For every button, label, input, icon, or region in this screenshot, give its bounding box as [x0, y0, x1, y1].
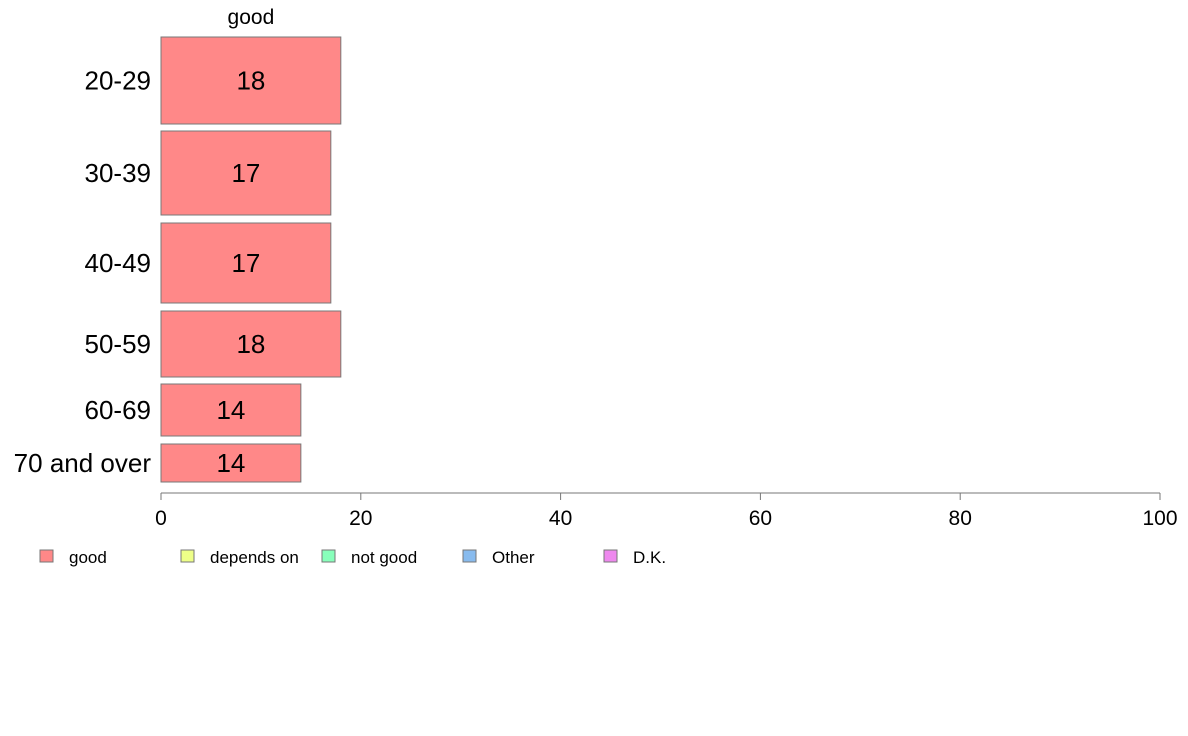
value-label-5: 14: [216, 448, 245, 478]
legend-label-0: good: [69, 548, 107, 567]
category-label-1: 30-39: [85, 158, 152, 188]
legend-label-4: D.K.: [633, 548, 666, 567]
bar-good-0: [160, 36, 342, 125]
bar-good-2: [160, 222, 332, 304]
category-label-5: 70 and over: [14, 448, 152, 478]
x-tick-label-3: 60: [749, 507, 772, 530]
legend-swatch-3: [462, 549, 477, 563]
bar-good-5: [160, 443, 302, 483]
bar-good-1: [160, 130, 332, 216]
legend-swatch-4: [603, 549, 618, 563]
value-label-3: 18: [236, 329, 265, 359]
legend-swatch-0: [39, 549, 54, 563]
legend-swatch-1: [180, 549, 195, 563]
x-tick-label-5: 100: [1142, 507, 1177, 530]
value-label-1: 17: [231, 158, 260, 188]
legend: good depends on not good Other D.K.: [39, 548, 666, 567]
category-label-4: 60-69: [85, 395, 152, 425]
x-tick-label-4: 80: [949, 507, 972, 530]
bar-good-3: [160, 310, 342, 378]
value-labels: 18 17 17 18 14 14: [216, 66, 265, 479]
value-label-2: 17: [231, 248, 260, 278]
x-tick-label-0: 0: [155, 507, 167, 530]
legend-swatch-2: [321, 549, 336, 563]
x-tick-label-2: 40: [549, 507, 572, 530]
category-label-0: 20-29: [85, 66, 152, 96]
category-label-3: 50-59: [85, 329, 152, 359]
legend-label-3: Other: [492, 548, 535, 567]
category-label-2: 40-49: [85, 248, 152, 278]
x-tick-label-1: 20: [349, 507, 372, 530]
value-label-4: 14: [216, 395, 245, 425]
x-axis: 0 20 40 60 80 100: [155, 492, 1178, 530]
bars-group: [160, 36, 342, 483]
bar-good-4: [160, 383, 302, 437]
series-header-label: good: [228, 6, 275, 29]
category-labels: 20-29 30-39 40-49 50-59 60-69 70 and over: [14, 66, 152, 479]
value-label-0: 18: [236, 66, 265, 96]
legend-label-2: not good: [351, 548, 417, 567]
legend-label-1: depends on: [210, 548, 299, 567]
